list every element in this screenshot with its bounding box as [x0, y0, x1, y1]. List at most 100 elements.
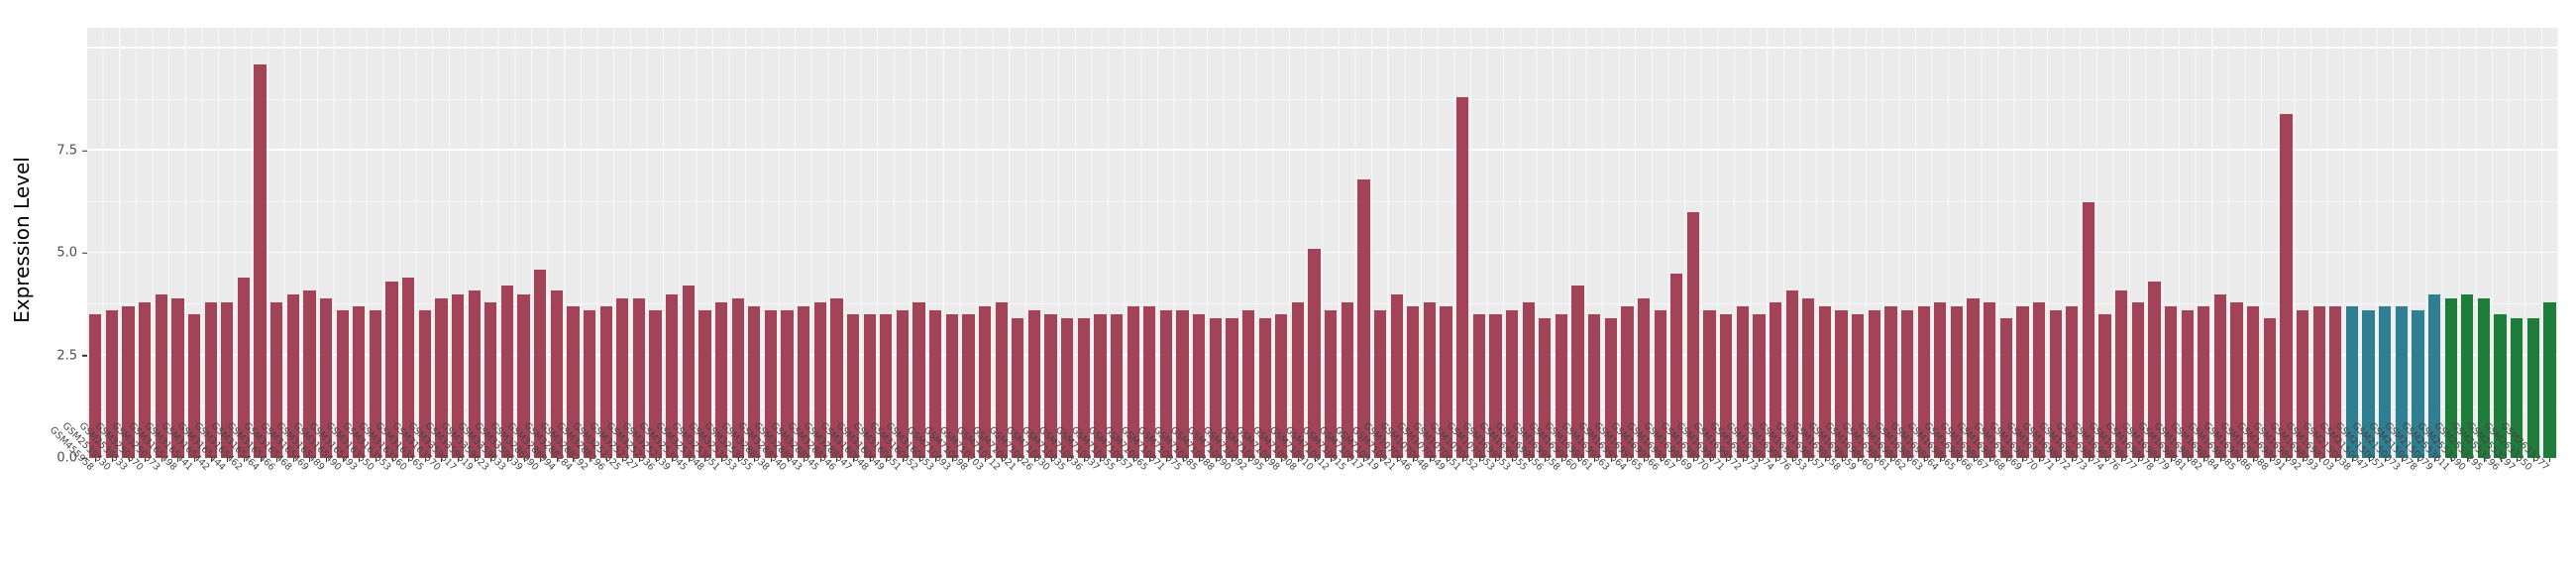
x-tick-mark: [458, 458, 460, 462]
bar: [2148, 282, 2161, 458]
x-tick-mark: [2351, 458, 2353, 462]
bar-cell: GSM3288296: [554, 28, 614, 473]
bar-cell: GSM1698677: [2087, 28, 2147, 473]
x-tick-mark: [145, 458, 147, 462]
bar: [2032, 301, 2046, 458]
bar-cell: GSM1699556: [1493, 28, 1554, 473]
bar: [2066, 306, 2079, 458]
bar: [500, 286, 514, 458]
bar-cell: GSM3160653: [884, 28, 944, 473]
bar: [517, 293, 530, 458]
x-tick-mark: [1232, 458, 1234, 462]
bar: [1588, 314, 1601, 458]
bar-cell: GSM1699560: [1526, 28, 1586, 473]
bar-cell: GSM710826: [987, 28, 1043, 473]
bar-cell: GSM3165493: [307, 28, 368, 473]
bar-cell: GSM1698658: [1789, 28, 1850, 473]
bar: [1159, 310, 1173, 458]
bar-cell: GSM710855: [1069, 28, 1126, 473]
x-tick-mark: [787, 458, 789, 462]
bar: [912, 301, 925, 458]
x-tick-mark: [1940, 458, 1942, 462]
bar: [1720, 314, 1733, 458]
bar: [1110, 314, 1124, 458]
bar: [2412, 310, 2424, 458]
bar: [303, 289, 316, 458]
bar: [1522, 301, 1535, 458]
x-tick-mark: [655, 458, 657, 462]
x-tick-mark: [1775, 458, 1777, 462]
bar-cell: GSM3165462: [192, 28, 253, 473]
bar: [1325, 310, 1338, 458]
y-tick-label: 0.0: [56, 450, 77, 466]
bar-cell: GSM3253045: [637, 28, 698, 473]
x-tick-mark: [2104, 458, 2106, 462]
x-tick-mark: [622, 458, 624, 462]
bar-cell: GSM710908: [1250, 28, 1307, 473]
bar-cell: GSM2150038: [2301, 28, 2361, 473]
x-tick-mark: [523, 458, 525, 462]
bar: [962, 314, 975, 458]
bar-cell: GSM1070653: [1444, 28, 1504, 473]
bar-cell: GSM3252327: [588, 28, 648, 473]
bar-cell: GSM3253055: [702, 28, 763, 473]
bar: [468, 289, 481, 458]
x-tick-mark: [2385, 458, 2387, 462]
bar-cell: GSM1698681: [2135, 28, 2196, 473]
bar: [1753, 314, 1766, 458]
bar-cell: GSM710857: [1086, 28, 1141, 473]
bar-cell: GSM710865: [1102, 28, 1158, 473]
bar-cell: GSM1070651: [1411, 28, 1471, 473]
x-tick-mark: [2500, 458, 2502, 462]
x-tick-mark: [1346, 458, 1348, 462]
bar-cell: GSM3288547: [802, 28, 862, 473]
x-tick-mark: [2055, 458, 2057, 462]
bar: [1308, 249, 1321, 458]
y-tick-label: 7.5: [56, 143, 77, 159]
bar-cell: GSM3165442: [159, 28, 219, 473]
bar-cell: GSM1699570: [1658, 28, 1718, 473]
bar: [171, 297, 184, 458]
bar: [1769, 301, 1782, 458]
bar: [237, 278, 251, 458]
x-tick-mark: [1264, 458, 1266, 462]
bar-cell: GSM3163560: [357, 28, 417, 473]
bar: [155, 293, 167, 458]
bar-cell: GSM710917: [1316, 28, 1372, 473]
bar-cell: GSM3165498: [126, 28, 186, 473]
x-tick-mark: [836, 458, 838, 462]
bar-cell: GSM3359619: [422, 28, 483, 473]
bar-cell: GSM1699566: [1608, 28, 1668, 473]
x-tick-mark: [2137, 458, 2139, 462]
x-tick-mark: [1331, 458, 1333, 462]
x-tick-mark: [1692, 458, 1694, 462]
bar: [1950, 306, 1964, 458]
bar: [2543, 301, 2556, 458]
gridline-major: [87, 354, 2558, 356]
bar: [139, 301, 152, 458]
x-tick-mark: [1989, 458, 1991, 462]
bar: [945, 314, 958, 458]
bar-cell: GSM1699574: [1724, 28, 1784, 473]
bar: [2181, 310, 2194, 458]
bar: [534, 269, 547, 458]
bar: [1999, 318, 2012, 458]
bar: [698, 310, 711, 458]
bar: [1637, 297, 1651, 458]
bar-cell: GSM2150057: [2333, 28, 2394, 473]
x-tick-mark: [2483, 458, 2485, 462]
bar-cell: GSM2150079: [2383, 28, 2443, 473]
bar: [1852, 314, 1865, 458]
x-tick-mark: [2088, 458, 2090, 462]
bar: [731, 297, 744, 458]
x-tick-mark: [1083, 458, 1085, 462]
x-tick-mark: [194, 458, 196, 462]
bar-cell: GSM1699573: [1707, 28, 1768, 473]
x-tick-mark: [1824, 458, 1826, 462]
bar: [2427, 293, 2441, 458]
y-tick-label: 5.0: [56, 245, 77, 261]
bar: [1917, 306, 1930, 458]
bar-cell: GSM1698678: [2102, 28, 2163, 473]
bar-cell: GSM1698663: [1872, 28, 1932, 473]
bar: [2049, 310, 2062, 458]
